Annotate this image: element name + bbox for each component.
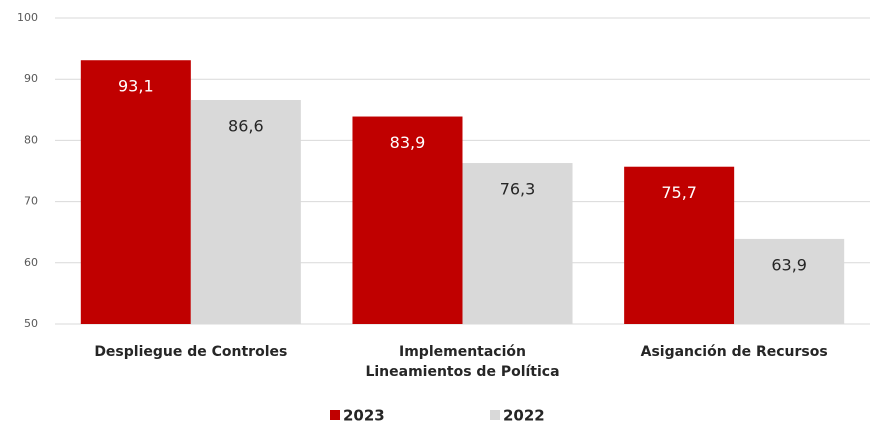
bar [190,100,301,325]
data-label: 75,7 [661,183,697,202]
legend-swatch [490,410,500,420]
y-tick-label: 100 [17,11,38,24]
bar [80,60,191,325]
x-tick-label-line: Implementación [399,344,526,360]
y-tick-label: 60 [24,256,38,269]
bar [462,163,573,324]
bar [624,166,735,324]
x-tick-label: Despliegue de Controles [94,344,287,360]
x-tick-label-line: Lineamientos de Política [365,364,559,380]
data-label: 76,3 [500,180,536,199]
bar [734,238,845,324]
data-label: 63,9 [771,255,807,274]
y-tick-label: 90 [24,72,38,85]
y-tick-label: 80 [24,133,38,146]
legend-label: 2022 [503,407,545,425]
x-tick-label: Implementación Lineamientos de Política [365,344,559,380]
legend-swatch [330,410,340,420]
y-tick-label: 50 [24,317,38,330]
data-label: 83,9 [390,133,426,152]
data-label: 93,1 [118,77,154,96]
x-tick-label: Asiganción de Recursos [641,344,828,360]
bar [352,116,463,324]
data-label: 86,6 [228,117,264,136]
legend-label: 2023 [343,407,385,425]
y-tick-label: 70 [24,195,38,208]
